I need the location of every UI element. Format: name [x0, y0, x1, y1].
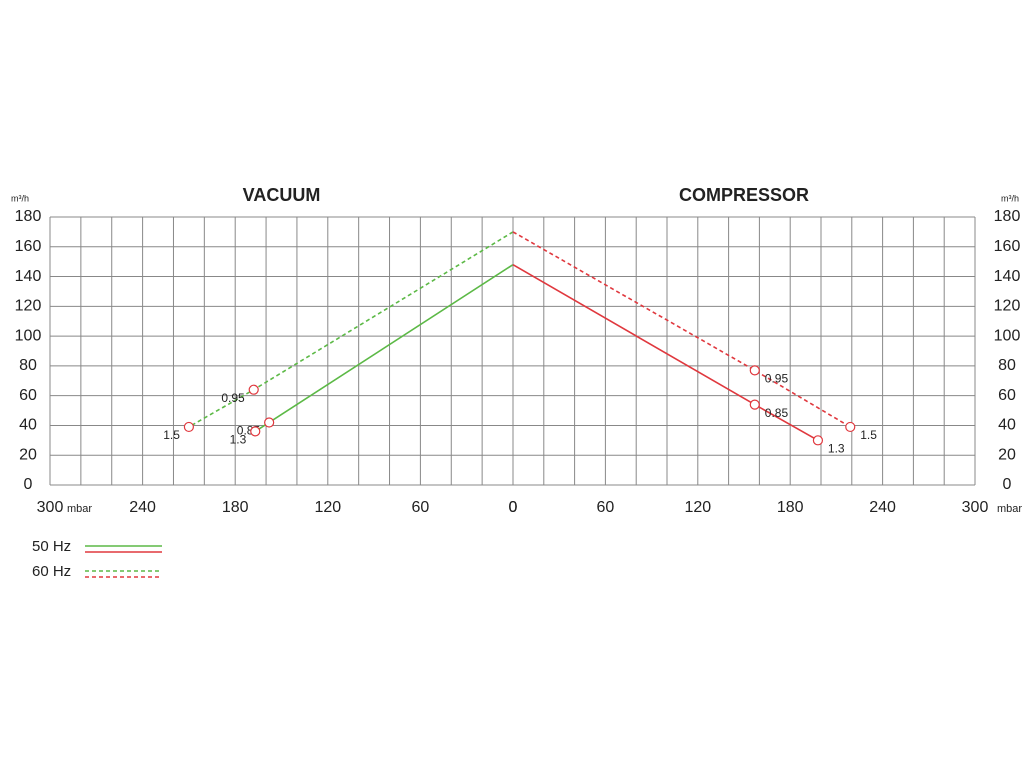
x-tick-label: 60 [412, 499, 430, 516]
y-tick-label: 140 [994, 268, 1021, 285]
point-marker [250, 426, 261, 437]
point-marker [845, 421, 856, 433]
x-tick-label: 0 [509, 499, 518, 516]
x-tick-label: 60 [597, 499, 615, 516]
y-tick-label: 80 [19, 357, 37, 374]
y-tick-label: 180 [994, 208, 1021, 225]
y-tick-label: 120 [994, 298, 1021, 315]
series-line [512, 231, 851, 428]
point-label: 0.85 [765, 406, 789, 420]
x-tick-label: 120 [314, 499, 341, 516]
x-tick-label: 0 [509, 499, 518, 516]
y-tick-label: 160 [994, 238, 1021, 255]
y-axis-label: m³/h [11, 193, 29, 203]
y-tick-label: 20 [19, 446, 37, 463]
y-tick-label: 120 [15, 298, 42, 315]
point-label: 0.95 [765, 372, 789, 386]
y-tick-label: 140 [15, 268, 42, 285]
point-label: 1.5 [860, 428, 877, 442]
y-tick-label: 20 [998, 446, 1016, 463]
y-axis-label: m³/h [1001, 193, 1019, 203]
x-axis-label: mbar [997, 503, 1022, 515]
point-marker [749, 365, 760, 376]
y-tick-label: 80 [998, 357, 1016, 374]
x-tick-label: 300 [962, 499, 989, 516]
point-marker [183, 421, 194, 433]
point-marker [749, 399, 760, 410]
series-line [254, 263, 514, 433]
y-tick-label: 100 [15, 327, 42, 344]
x-tick-label: 300 [37, 499, 64, 516]
chart-title: COMPRESSOR [679, 185, 809, 205]
point-marker [812, 435, 824, 446]
point-marker [248, 384, 259, 395]
y-tick-label: 180 [15, 208, 42, 225]
y-tick-label: 60 [19, 387, 37, 404]
y-tick-label: 100 [994, 327, 1021, 344]
y-tick-label: 0 [24, 476, 33, 493]
chart-title: VACUUM [243, 185, 321, 205]
point-label: 1.3 [230, 433, 247, 447]
x-tick-label: 180 [777, 499, 804, 516]
point-marker [264, 417, 275, 428]
y-tick-label: 60 [998, 387, 1016, 404]
x-tick-label: 240 [129, 499, 156, 516]
legend-label: 60 Hz [32, 563, 71, 580]
y-tick-label: 40 [998, 417, 1016, 434]
x-tick-label: 180 [222, 499, 249, 516]
y-tick-label: 0 [1003, 476, 1012, 493]
x-axis-label: mbar [67, 503, 92, 515]
y-tick-label: 160 [15, 238, 42, 255]
legend-label: 50 Hz [32, 538, 71, 555]
x-tick-label: 240 [869, 499, 896, 516]
point-label: 0.95 [221, 391, 245, 405]
y-tick-label: 40 [19, 417, 37, 434]
x-tick-label: 120 [684, 499, 711, 516]
point-label: 1.3 [828, 442, 845, 456]
point-label: 1.5 [163, 428, 180, 442]
